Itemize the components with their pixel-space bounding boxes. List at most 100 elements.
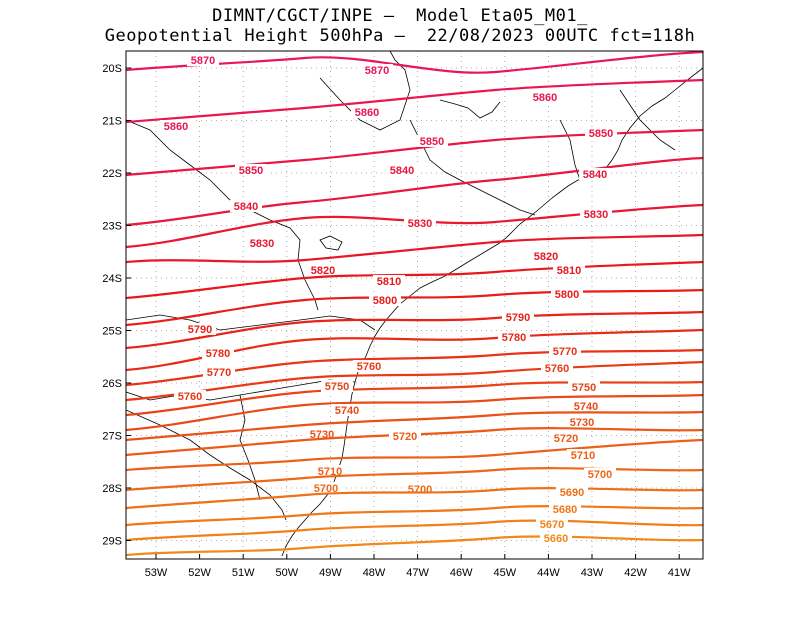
- contour-line-5730: [126, 410, 703, 442]
- contour-label-bg: [585, 127, 617, 139]
- lon-label: 47W: [406, 567, 429, 579]
- contour-label-5750: 5750: [325, 381, 349, 393]
- state-border-6: [126, 314, 376, 331]
- contour-label-5780: 5780: [502, 332, 526, 344]
- contour-label-bg: [536, 518, 568, 530]
- contour-label-5820: 5820: [311, 265, 335, 277]
- contour-label-bg: [235, 164, 267, 176]
- lat-label: 27S: [102, 431, 122, 443]
- lat-label: 26S: [102, 378, 122, 390]
- lat-label: 23S: [102, 221, 122, 233]
- contour-label-5690: 5690: [560, 487, 584, 499]
- contour-label-5860: 5860: [355, 107, 379, 119]
- state-border-8: [126, 409, 287, 521]
- contour-label-5850: 5850: [589, 128, 613, 140]
- lat-label: 24S: [102, 273, 122, 285]
- contour-label-5780: 5780: [206, 348, 230, 360]
- contour-label-bg: [553, 264, 585, 276]
- lon-label: 53W: [145, 567, 168, 579]
- contour-line-5810: [126, 260, 703, 300]
- contour-label-bg: [230, 200, 262, 212]
- contour-label-5850: 5850: [420, 136, 444, 148]
- contour-label-bg: [306, 428, 338, 440]
- contour-label-bg: [373, 275, 405, 287]
- contour-label-bg: [579, 168, 611, 180]
- coastline: [281, 67, 703, 557]
- contour-label-5720: 5720: [554, 433, 578, 445]
- lat-label: 29S: [102, 536, 122, 548]
- contour-label-bg: [404, 217, 436, 229]
- lat-label: 22S: [102, 168, 122, 180]
- contour-label-5830: 5830: [584, 209, 608, 221]
- contour-label-5730: 5730: [570, 417, 594, 429]
- state-border-5: [619, 89, 676, 151]
- contour-label-5830: 5830: [408, 218, 432, 230]
- state-border-2: [319, 51, 411, 131]
- country-border: [239, 394, 261, 501]
- contour-label-5800: 5800: [555, 289, 579, 301]
- contour-label-bg: [541, 362, 573, 374]
- contour-label-bg: [540, 532, 572, 544]
- contour-line-5840: [126, 156, 703, 227]
- contour-label-bg: [310, 482, 342, 494]
- contour-label-5710: 5710: [571, 450, 595, 462]
- lon-label: 42W: [624, 567, 647, 579]
- contour-line-5690: [126, 487, 703, 510]
- state-border-3: [409, 119, 536, 216]
- contour-label-5790: 5790: [188, 324, 212, 336]
- contour-line-5660: [126, 535, 703, 557]
- contour-label-bg: [556, 486, 588, 498]
- contour-label-5810: 5810: [377, 276, 401, 288]
- contour-label-5750: 5750: [572, 382, 596, 394]
- contour-label-5840: 5840: [583, 169, 607, 181]
- contour-label-5700: 5700: [588, 469, 612, 481]
- contour-label-bg: [568, 381, 600, 393]
- contour-label-5720: 5720: [393, 431, 417, 443]
- contour-line-5790: [126, 310, 703, 350]
- contour-label-5870: 5870: [365, 65, 389, 77]
- contour-line-5750: [126, 380, 703, 417]
- contour-label-bg: [184, 323, 216, 335]
- contour-line-5860: [126, 78, 703, 124]
- lon-label: 46W: [450, 567, 473, 579]
- contour-line-5680: [126, 505, 703, 527]
- contour-label-bg: [369, 294, 401, 306]
- contour-label-5790: 5790: [506, 312, 530, 324]
- lon-label: 52W: [188, 567, 211, 579]
- contour-line-5670: [126, 519, 703, 542]
- contour-label-bg: [550, 432, 582, 444]
- contour-label-bg: [566, 416, 598, 428]
- contour-label-5870: 5870: [191, 55, 215, 67]
- contour-line-5740: [126, 393, 703, 432]
- contour-label-5700: 5700: [314, 483, 338, 495]
- contour-label-bg: [386, 164, 418, 176]
- contour-label-bg: [321, 380, 353, 392]
- contour-label-5700: 5700: [408, 484, 432, 496]
- lon-label: 51W: [232, 567, 255, 579]
- contour-label-5740: 5740: [574, 401, 598, 413]
- lon-label: 49W: [319, 567, 342, 579]
- lon-label: 48W: [363, 567, 386, 579]
- contour-label-5800: 5800: [373, 295, 397, 307]
- contour-label-5740: 5740: [335, 405, 359, 417]
- coastline-and-borders: [126, 51, 703, 557]
- contour-label-bg: [174, 390, 206, 402]
- lat-label: 20S: [102, 63, 122, 75]
- contour-label-5760: 5760: [178, 391, 202, 403]
- contour-label-bg: [187, 54, 219, 66]
- lon-label: 45W: [493, 567, 516, 579]
- map-title-line-1: DIMNT/CGCT/INPE – Model Eta05_M01_: [212, 6, 588, 26]
- island-shape: [319, 235, 343, 251]
- contour-label-5850: 5850: [239, 165, 263, 177]
- contour-label-bg: [549, 345, 581, 357]
- contour-label-5840: 5840: [234, 201, 258, 213]
- contour-label-5810: 5810: [557, 265, 581, 277]
- contour-label-5830: 5830: [250, 238, 274, 250]
- lake-shape: [439, 99, 501, 119]
- state-border-4: [559, 119, 581, 181]
- contour-label-5660: 5660: [544, 533, 568, 545]
- contour-label-bg: [549, 503, 581, 515]
- contour-line-5710: [126, 438, 703, 472]
- contour-label-5770: 5770: [207, 367, 231, 379]
- contour-label-bg: [389, 430, 421, 442]
